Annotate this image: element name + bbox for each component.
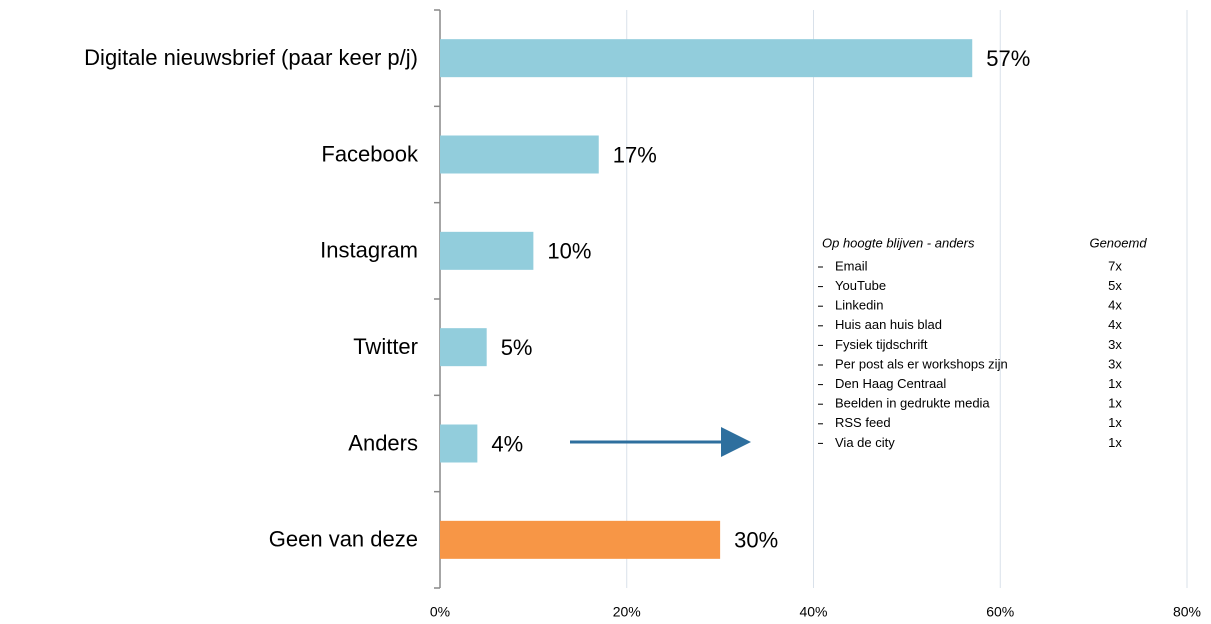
- table-cell: RSS feed: [835, 415, 891, 430]
- table-cell: Linkedin: [835, 298, 883, 313]
- table-cell: 5x: [1108, 278, 1122, 293]
- y-tick-label: Facebook: [321, 141, 419, 166]
- table-cell: 4x: [1108, 298, 1122, 313]
- bar: [440, 135, 599, 174]
- table-cell: Fysiek tijdschrift: [835, 337, 928, 352]
- value-label: 30%: [734, 528, 778, 553]
- x-tick-label: 60%: [986, 604, 1014, 620]
- table-header: Op hoogte blijven - anders: [822, 235, 975, 250]
- table-cell: Huis aan huis blad: [835, 317, 942, 332]
- y-tick-label: Digitale nieuwsbrief (paar keer p/j): [84, 45, 418, 70]
- y-tick-label: Anders: [348, 430, 418, 455]
- y-tick-label: Instagram: [320, 238, 418, 263]
- table-cell: Via de city: [835, 435, 895, 450]
- table-cell: 4x: [1108, 317, 1122, 332]
- x-tick-label: 0%: [430, 604, 450, 620]
- table-cell: 3x: [1108, 356, 1122, 371]
- bar: [440, 231, 534, 270]
- bar: [440, 328, 487, 367]
- x-tick-label: 40%: [799, 604, 827, 620]
- bar: [440, 424, 478, 463]
- table-cell: 1x: [1108, 376, 1122, 391]
- table-cell: YouTube: [835, 278, 886, 293]
- table-cell: 1x: [1108, 435, 1122, 450]
- bar: [440, 520, 721, 559]
- y-tick-label: Twitter: [353, 334, 418, 359]
- value-label: 5%: [501, 335, 533, 360]
- x-tick-label: 80%: [1173, 604, 1201, 620]
- table-cell: Beelden in gedrukte media: [835, 396, 990, 411]
- y-tick-label: Geen van deze: [269, 527, 418, 552]
- value-label: 57%: [986, 46, 1030, 71]
- table-cell: Den Haag Centraal: [835, 376, 946, 391]
- x-tick-label: 20%: [613, 604, 641, 620]
- bar: [440, 39, 973, 78]
- table-cell: Email: [835, 258, 868, 273]
- value-label: 4%: [491, 431, 523, 456]
- value-label: 10%: [547, 239, 591, 264]
- value-label: 17%: [613, 142, 657, 167]
- table-cell: 1x: [1108, 415, 1122, 430]
- table-cell: 7x: [1108, 258, 1122, 273]
- table-cell: 1x: [1108, 396, 1122, 411]
- table-cell: 3x: [1108, 337, 1122, 352]
- table-header: Genoemd: [1089, 235, 1147, 250]
- table-cell: Per post als er workshops zijn: [835, 356, 1008, 371]
